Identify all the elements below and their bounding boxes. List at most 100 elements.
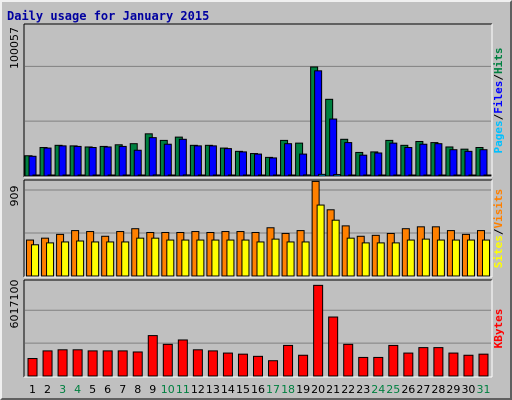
bar-files xyxy=(269,157,278,177)
x-tick-label: 6 xyxy=(104,383,111,396)
bar-sites xyxy=(61,241,70,277)
bar-kbytes xyxy=(298,354,309,377)
x-tick-label: 28 xyxy=(431,383,445,396)
bar-sites xyxy=(31,244,40,277)
legend-hits: Hits xyxy=(492,48,505,75)
bar-pages xyxy=(212,174,221,177)
x-tick-label: 23 xyxy=(356,383,370,396)
legend: Sites/Visits xyxy=(492,189,505,269)
bar-sites xyxy=(196,239,205,277)
bar-files xyxy=(28,155,37,177)
bar-files xyxy=(254,153,262,177)
bar-files xyxy=(299,153,308,177)
bar-files xyxy=(118,145,127,177)
bar-kbytes xyxy=(448,352,459,377)
x-tick-label: 21 xyxy=(326,383,340,396)
bar-files xyxy=(223,148,232,177)
bar-kbytes xyxy=(418,347,429,377)
legend-separator: / xyxy=(492,113,505,120)
bar-pages xyxy=(303,174,312,177)
bar-sites xyxy=(346,237,355,277)
bar-files xyxy=(103,146,112,177)
bar-kbytes xyxy=(358,356,369,377)
bar-sites xyxy=(151,237,160,277)
bar-kbytes xyxy=(268,360,279,377)
legend: Pages/Files/Hits xyxy=(492,48,505,154)
x-tick-label: 3 xyxy=(59,383,66,396)
bar-pages xyxy=(167,174,176,177)
x-tick-label: 8 xyxy=(134,383,141,396)
bar-sites xyxy=(136,237,145,277)
bar-sites xyxy=(106,241,115,277)
bar-pages xyxy=(137,174,146,177)
x-tick-label: 24 xyxy=(371,383,385,396)
bar-pages xyxy=(438,174,447,177)
bar-files xyxy=(133,149,142,177)
legend-text: Sites/Visits xyxy=(492,189,505,269)
bar-files xyxy=(374,152,383,177)
bar-sites xyxy=(226,239,235,277)
bar-kbytes xyxy=(463,354,474,377)
bar-pages xyxy=(273,174,282,177)
bar-pages xyxy=(258,174,266,177)
x-tick-label: 4 xyxy=(74,383,81,396)
bar-pages xyxy=(47,174,56,177)
bar-pages xyxy=(227,174,236,177)
bar-files xyxy=(344,142,353,177)
bar-kbytes xyxy=(147,335,158,377)
y-max-label: 6017100 xyxy=(8,280,21,329)
legend-sites: Sites xyxy=(492,235,505,268)
x-tick-label: 29 xyxy=(446,383,460,396)
bar-files xyxy=(58,145,67,177)
bar-pages xyxy=(152,174,161,177)
x-tick-label: 11 xyxy=(176,383,190,396)
bar-pages xyxy=(288,174,297,177)
x-tick-label: 16 xyxy=(251,383,265,396)
bar-sites xyxy=(286,241,295,277)
bar-sites xyxy=(316,204,325,277)
bar-pages xyxy=(348,174,357,177)
x-tick-label: 10 xyxy=(161,383,175,396)
legend-separator: / xyxy=(492,228,505,235)
bar-files xyxy=(359,154,368,177)
legend-text: Pages/Files/Hits xyxy=(492,48,505,154)
bar-files xyxy=(163,143,172,177)
bar-kbytes xyxy=(433,347,444,377)
x-tick-label: 12 xyxy=(191,383,205,396)
bar-sites xyxy=(166,239,175,277)
bar-sites xyxy=(436,239,445,277)
bar-sites xyxy=(376,242,385,277)
bar-pages xyxy=(32,174,41,177)
bar-pages xyxy=(468,174,477,177)
bar-kbytes xyxy=(283,344,294,377)
bar-pages xyxy=(453,174,462,177)
bar-kbytes xyxy=(403,352,414,377)
legend-kbytes: KBytes xyxy=(492,309,505,349)
bar-files xyxy=(314,70,323,177)
bar-kbytes xyxy=(343,343,354,377)
bar-pages xyxy=(242,174,251,177)
bar-sites xyxy=(256,241,265,277)
bar-pages xyxy=(92,174,101,177)
bar-kbytes xyxy=(72,349,83,377)
bar-sites xyxy=(46,242,55,277)
bar-files xyxy=(148,137,157,177)
legend-pages: Pages xyxy=(492,120,505,153)
y-max-label: 909 xyxy=(8,186,21,207)
legend: KBytes xyxy=(492,309,505,349)
bar-files xyxy=(208,145,217,177)
x-tick-label: 2 xyxy=(44,383,51,396)
bar-sites xyxy=(271,238,280,277)
bar-sites xyxy=(451,239,460,277)
bar-sites xyxy=(241,239,250,277)
bar-sites xyxy=(211,239,220,277)
bar-pages xyxy=(363,174,372,177)
bar-kbytes xyxy=(117,350,128,377)
bar-sites xyxy=(91,241,100,277)
bar-files xyxy=(73,145,82,177)
legend-files: Files xyxy=(492,81,505,114)
bar-kbytes xyxy=(42,350,53,377)
bar-pages xyxy=(318,173,327,177)
bar-files xyxy=(178,138,187,177)
